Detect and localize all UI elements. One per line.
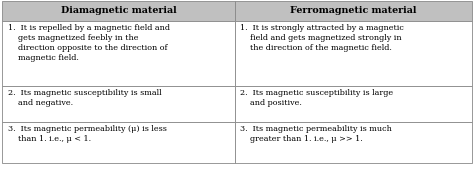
Bar	[235, 21, 472, 86]
Text: Ferromagnetic material: Ferromagnetic material	[290, 6, 416, 15]
Bar	[2, 122, 235, 163]
Bar	[2, 86, 235, 122]
Text: 2.  Its magnetic susceptibility is small
    and negative.: 2. Its magnetic susceptibility is small …	[8, 89, 162, 107]
Bar	[235, 1, 472, 21]
Text: 3.  Its magnetic permeability is much
    greater than 1. i.e., μ >> 1.: 3. Its magnetic permeability is much gre…	[240, 125, 392, 143]
Bar	[2, 21, 235, 86]
Text: 1.  It is strongly attracted by a magnetic
    field and gets magnetized strongl: 1. It is strongly attracted by a magneti…	[240, 24, 404, 52]
Text: 2.  Its magnetic susceptibility is large
    and positive.: 2. Its magnetic susceptibility is large …	[240, 89, 393, 107]
Bar	[235, 122, 472, 163]
Bar	[2, 1, 235, 21]
Text: 3.  Its magnetic permeability (μ) is less
    than 1. i.e., μ < 1.: 3. Its magnetic permeability (μ) is less…	[8, 125, 167, 143]
Text: Diamagnetic material: Diamagnetic material	[61, 6, 176, 15]
Text: 1.  It is repelled by a magnetic field and
    gets magnetized feebly in the
   : 1. It is repelled by a magnetic field an…	[8, 24, 170, 62]
Bar	[235, 86, 472, 122]
